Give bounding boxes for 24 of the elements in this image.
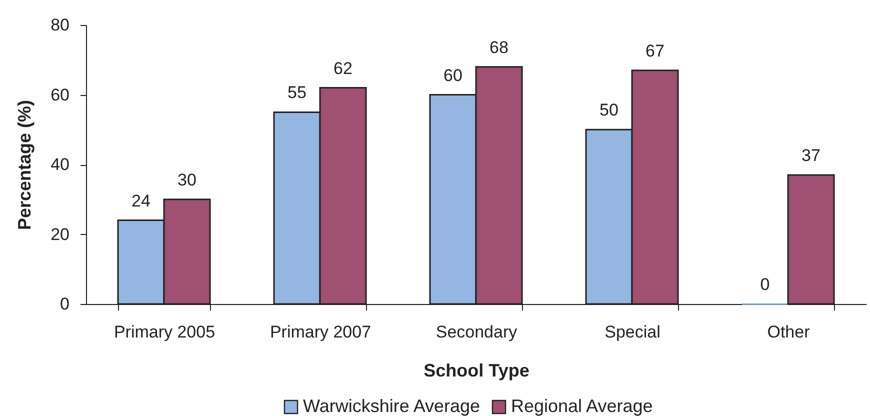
- x-tick-label: Primary 2007: [270, 322, 372, 342]
- data-label: 55: [288, 83, 306, 102]
- data-label: 24: [132, 191, 150, 210]
- x-tick-label: Other: [767, 322, 810, 342]
- legend-label: Warwickshire Average: [303, 396, 480, 416]
- data-label: 67: [646, 41, 664, 60]
- data-label: 60: [444, 66, 462, 85]
- x-tick-label: Secondary: [436, 322, 518, 342]
- y-tick-label: 40: [50, 155, 70, 174]
- legend-label: Regional Average: [511, 396, 653, 416]
- data-label: 0: [760, 275, 770, 294]
- y-tick-label: 80: [50, 16, 70, 34]
- y-axis-title: Percentage (%): [14, 100, 35, 230]
- y-tick-label: 0: [60, 294, 70, 314]
- data-label: 68: [490, 38, 508, 57]
- x-axis-title: School Type: [424, 360, 530, 380]
- x-tick-label: Special: [604, 322, 660, 342]
- data-label: 50: [600, 100, 618, 120]
- data-label: 37: [802, 146, 820, 165]
- data-label: 30: [178, 170, 196, 190]
- y-tick-label: 60: [50, 85, 70, 104]
- x-tick-label: Primary 2005: [114, 322, 216, 342]
- data-label: 62: [334, 58, 352, 78]
- y-tick-label: 20: [50, 224, 70, 244]
